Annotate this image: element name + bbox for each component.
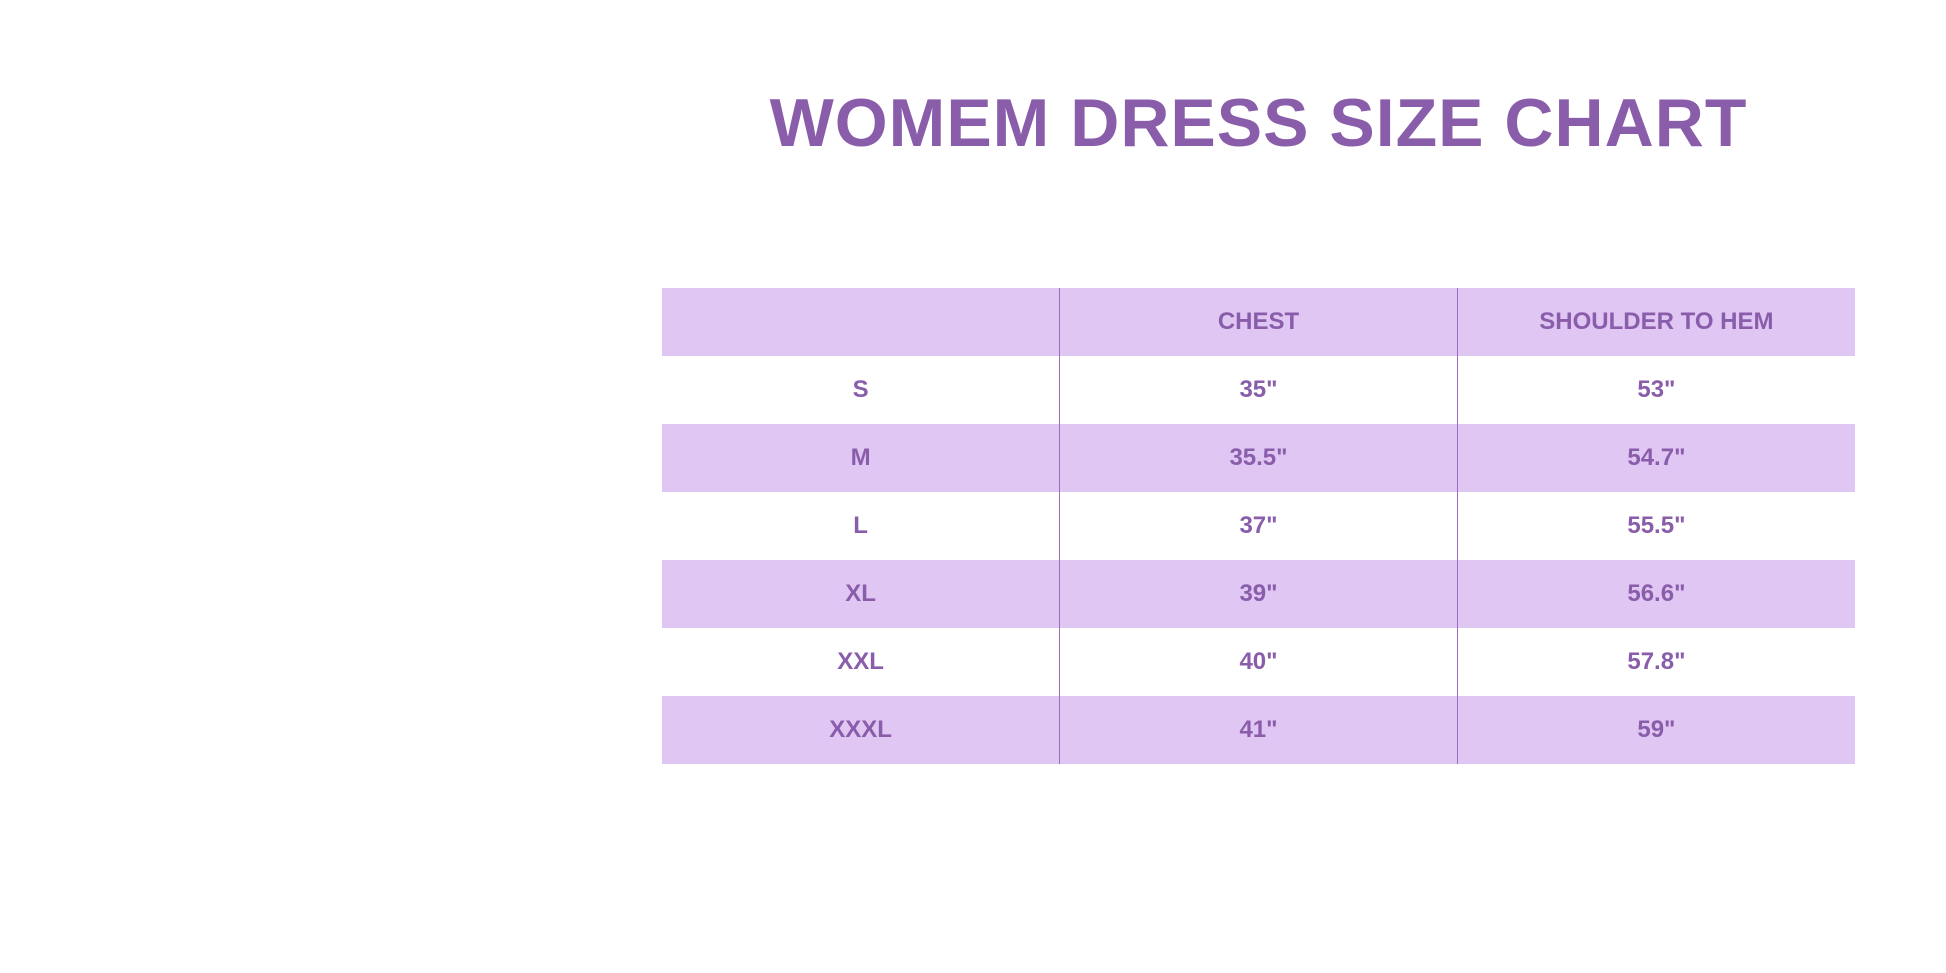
table-row: M 35.5" 54.7" (662, 424, 1855, 492)
size-table: CHEST SHOULDER TO HEM S 35" 53" M 35.5" … (662, 288, 1855, 764)
table-row: S 35" 53" (662, 356, 1855, 424)
length-cell: 54.7" (1456, 424, 1855, 492)
table-row: XXL 40" 57.8" (662, 628, 1855, 696)
chest-cell: 37" (1059, 492, 1458, 560)
size-cell: M (662, 424, 1060, 492)
chest-cell: 40" (1059, 628, 1458, 696)
chest-cell: 41" (1059, 696, 1458, 764)
length-cell: 57.8" (1456, 628, 1855, 696)
header-row: CHEST SHOULDER TO HEM (662, 288, 1855, 356)
header-chest: CHEST (1059, 288, 1458, 356)
header-shoulder-to-hem: SHOULDER TO HEM (1456, 288, 1855, 356)
table-row: XL 39" 56.6" (662, 560, 1855, 628)
chest-cell: 35.5" (1059, 424, 1458, 492)
length-cell: 56.6" (1456, 560, 1855, 628)
length-cell: 55.5" (1456, 492, 1855, 560)
size-cell: L (853, 512, 868, 539)
page-title: WOMEM DRESS SIZE CHART (769, 85, 1748, 161)
table-row: L 37" 55.5" (662, 492, 1855, 560)
header-size (662, 288, 1060, 356)
size-cell: XL (662, 560, 1060, 628)
table-row: XXXL 41" 59" (662, 696, 1855, 764)
chest-cell: 35" (1059, 356, 1458, 424)
length-cell: 59" (1456, 696, 1855, 764)
chest-cell: 39" (1059, 560, 1458, 628)
length-cell: 53" (1456, 356, 1855, 424)
size-cell: S (852, 376, 869, 403)
size-cell: XXXL (662, 696, 1060, 764)
size-cell: XXL (837, 648, 884, 675)
